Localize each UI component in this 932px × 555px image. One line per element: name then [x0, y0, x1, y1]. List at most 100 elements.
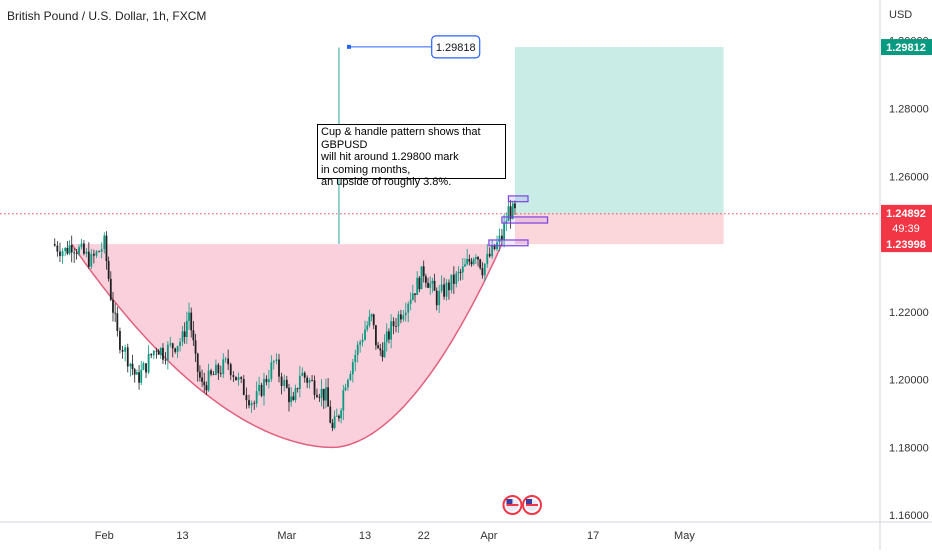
current-price-badge-bg[interactable]	[881, 204, 932, 237]
candle-body[interactable]	[306, 377, 309, 383]
candle-body[interactable]	[466, 259, 469, 265]
candle-body[interactable]	[59, 251, 61, 256]
candle-body[interactable]	[424, 276, 427, 283]
candle-body[interactable]	[438, 290, 441, 306]
candle-body[interactable]	[455, 273, 458, 284]
candle-body[interactable]	[272, 361, 275, 363]
candle-body[interactable]	[194, 340, 197, 354]
candle-body[interactable]	[479, 259, 482, 269]
candle-body[interactable]	[61, 251, 64, 256]
target-line-label[interactable]: 1.29818	[431, 35, 481, 59]
candle-body[interactable]	[435, 290, 438, 306]
candle-body[interactable]	[171, 343, 174, 349]
candle-body[interactable]	[253, 402, 256, 404]
candle-body[interactable]	[190, 312, 193, 331]
candle-body[interactable]	[150, 353, 153, 356]
candle-body[interactable]	[422, 266, 425, 277]
candle-body[interactable]	[364, 329, 366, 340]
candle-body[interactable]	[210, 370, 212, 375]
candle-body[interactable]	[258, 384, 261, 392]
candle-body[interactable]	[354, 354, 357, 363]
candle-body[interactable]	[83, 243, 85, 254]
candle-body[interactable]	[103, 235, 106, 250]
candle-body[interactable]	[318, 396, 321, 398]
candle-body[interactable]	[240, 377, 243, 379]
candle-body[interactable]	[385, 331, 388, 342]
candle-body[interactable]	[98, 251, 100, 253]
candle-body[interactable]	[397, 314, 400, 327]
candle-body[interactable]	[370, 314, 373, 317]
candle-body[interactable]	[288, 387, 290, 403]
candle-body[interactable]	[390, 321, 393, 340]
candle-body[interactable]	[395, 326, 397, 327]
candle-body[interactable]	[68, 245, 71, 254]
candle-body[interactable]	[73, 252, 76, 254]
candle-body[interactable]	[418, 277, 421, 290]
candle-body[interactable]	[399, 314, 402, 320]
candle-body[interactable]	[493, 244, 496, 250]
candle-body[interactable]	[335, 415, 338, 417]
candle-body[interactable]	[452, 274, 455, 284]
candle-body[interactable]	[205, 385, 208, 391]
candle-body[interactable]	[267, 379, 270, 383]
candle-body[interactable]	[377, 345, 379, 349]
candle-body[interactable]	[90, 253, 93, 267]
candle-body[interactable]	[224, 358, 227, 360]
currency-label[interactable]: USD	[889, 9, 913, 21]
candle-body[interactable]	[92, 253, 95, 256]
candle-body[interactable]	[112, 299, 114, 313]
handle-box[interactable]	[507, 195, 529, 203]
candle-body[interactable]	[292, 396, 295, 400]
candle-body[interactable]	[237, 377, 240, 381]
candle-body[interactable]	[303, 372, 306, 378]
candle-body[interactable]	[457, 271, 460, 274]
candle-body[interactable]	[351, 362, 354, 375]
candle-body[interactable]	[283, 379, 286, 386]
candle-body[interactable]	[280, 376, 283, 386]
candle-body[interactable]	[66, 247, 69, 254]
candle-body[interactable]	[349, 374, 352, 380]
candle-body[interactable]	[232, 375, 235, 377]
candle-body[interactable]	[356, 344, 359, 355]
candle-body[interactable]	[75, 253, 78, 255]
candle-body[interactable]	[472, 259, 475, 265]
candle-body[interactable]	[95, 251, 98, 256]
candle-body[interactable]	[242, 378, 245, 395]
candle-body[interactable]	[219, 373, 222, 375]
candle-body[interactable]	[509, 206, 512, 219]
candle-body[interactable]	[388, 331, 390, 340]
candle-body[interactable]	[331, 422, 334, 429]
candle-body[interactable]	[301, 372, 304, 376]
candle-body[interactable]	[411, 293, 414, 300]
candle-body[interactable]	[514, 203, 516, 209]
target-line-handle[interactable]	[346, 44, 351, 49]
candle-body[interactable]	[53, 244, 56, 246]
candle-body[interactable]	[338, 415, 340, 419]
candle-body[interactable]	[501, 235, 503, 240]
candle-body[interactable]	[166, 344, 169, 360]
candle-body[interactable]	[107, 261, 110, 279]
candle-body[interactable]	[311, 380, 313, 381]
candle-body[interactable]	[320, 388, 323, 398]
candle-body[interactable]	[222, 359, 225, 375]
candle-body[interactable]	[429, 283, 432, 288]
candle-body[interactable]	[140, 369, 143, 383]
candle-body[interactable]	[372, 314, 375, 326]
candle-body[interactable]	[483, 263, 486, 276]
candle-body[interactable]	[192, 330, 195, 341]
time-axis[interactable]: Feb 13 Mar 13 22 Apr 17 May	[95, 530, 696, 542]
candle-body[interactable]	[229, 364, 232, 376]
candle-body[interactable]	[285, 379, 288, 388]
candle-body[interactable]	[470, 261, 473, 265]
annotation-callout[interactable]: Cup & handle pattern shows that GBPUSD w…	[317, 124, 506, 188]
candle-body[interactable]	[333, 416, 336, 429]
candle-body[interactable]	[361, 339, 364, 343]
price-axis[interactable]: 1.160001.180001.200001.220001.240001.260…	[889, 36, 929, 523]
candle-body[interactable]	[105, 235, 108, 262]
candle-body[interactable]	[270, 362, 273, 380]
candle-body[interactable]	[308, 380, 311, 383]
candle-body[interactable]	[290, 396, 293, 403]
candle-body[interactable]	[129, 363, 132, 367]
candle-body[interactable]	[87, 251, 90, 267]
candle-body[interactable]	[215, 364, 217, 375]
